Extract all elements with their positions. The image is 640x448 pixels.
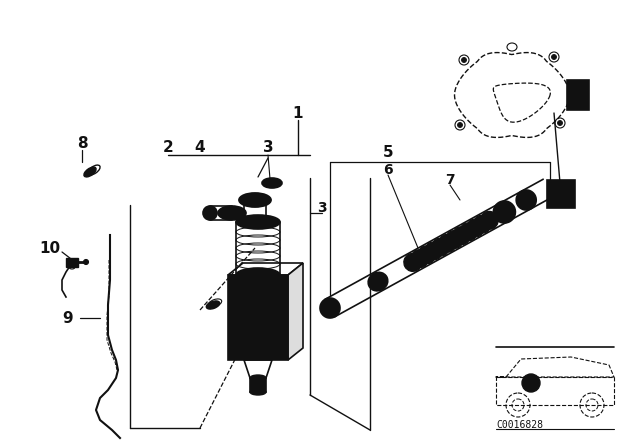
Text: 6: 6 — [383, 163, 393, 177]
Ellipse shape — [452, 227, 470, 245]
Text: 3: 3 — [317, 201, 327, 215]
Ellipse shape — [320, 298, 340, 318]
Ellipse shape — [236, 215, 280, 229]
Ellipse shape — [411, 250, 429, 267]
Text: C0016828: C0016828 — [496, 420, 543, 430]
Ellipse shape — [218, 206, 246, 220]
Polygon shape — [236, 325, 250, 350]
Ellipse shape — [250, 389, 266, 395]
Circle shape — [522, 374, 540, 392]
Ellipse shape — [425, 242, 443, 260]
Ellipse shape — [458, 122, 463, 128]
Bar — [567, 80, 589, 110]
Polygon shape — [228, 263, 303, 275]
Ellipse shape — [262, 178, 282, 188]
Polygon shape — [244, 360, 272, 378]
Ellipse shape — [84, 167, 96, 177]
Ellipse shape — [461, 57, 467, 63]
Ellipse shape — [431, 238, 449, 256]
Text: 9: 9 — [63, 310, 74, 326]
Text: 5: 5 — [383, 145, 394, 159]
Ellipse shape — [467, 219, 484, 237]
Ellipse shape — [473, 215, 492, 233]
Ellipse shape — [418, 246, 436, 264]
Bar — [228, 275, 288, 360]
Text: 1: 1 — [292, 105, 303, 121]
Text: 4: 4 — [195, 139, 205, 155]
Ellipse shape — [438, 234, 456, 252]
Ellipse shape — [404, 254, 422, 271]
Text: 10: 10 — [40, 241, 61, 255]
Text: 7: 7 — [445, 173, 455, 187]
Text: 2: 2 — [163, 139, 173, 155]
Ellipse shape — [557, 121, 563, 125]
Polygon shape — [256, 325, 278, 350]
Ellipse shape — [83, 259, 88, 264]
Bar — [547, 180, 575, 208]
Bar — [66, 258, 78, 267]
Polygon shape — [288, 263, 303, 360]
Bar — [233, 283, 283, 318]
Text: 3: 3 — [262, 139, 273, 155]
Text: 8: 8 — [77, 135, 87, 151]
Ellipse shape — [368, 272, 388, 291]
Bar — [250, 378, 266, 392]
Ellipse shape — [493, 201, 515, 223]
Ellipse shape — [236, 268, 280, 282]
Ellipse shape — [445, 230, 463, 249]
Ellipse shape — [239, 193, 271, 207]
Ellipse shape — [480, 211, 498, 229]
Ellipse shape — [206, 301, 220, 309]
Ellipse shape — [203, 206, 217, 220]
Ellipse shape — [552, 55, 557, 60]
Ellipse shape — [250, 375, 266, 381]
Ellipse shape — [460, 223, 477, 241]
Ellipse shape — [516, 190, 536, 210]
